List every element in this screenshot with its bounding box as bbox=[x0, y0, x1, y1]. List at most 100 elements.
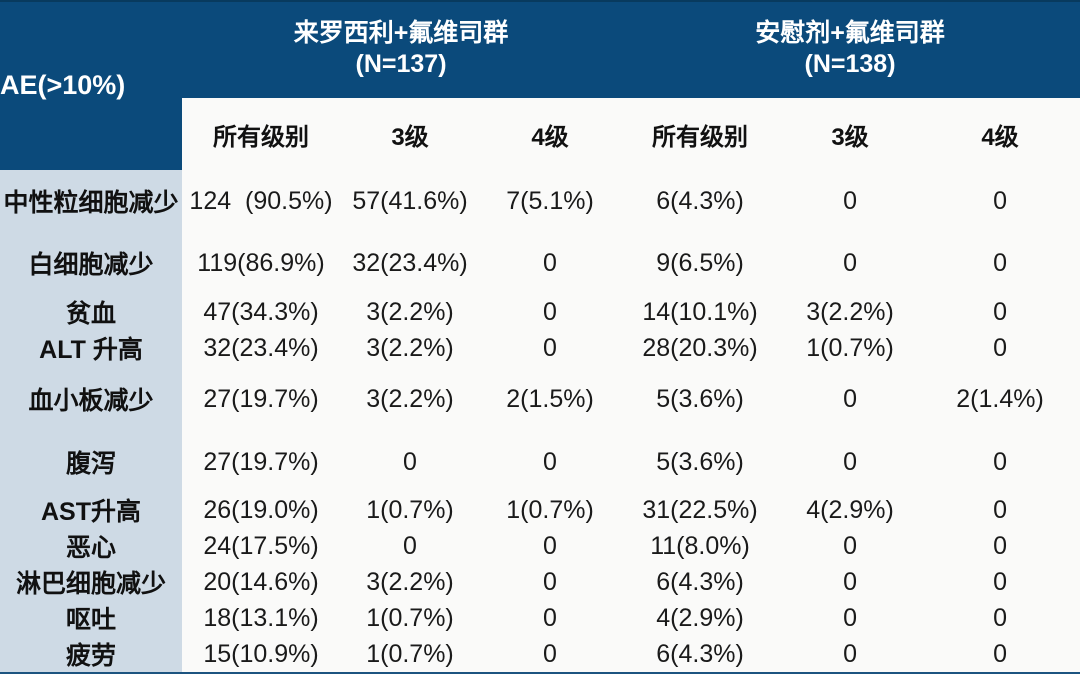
value-cell: 32(23.4%) bbox=[182, 330, 340, 366]
value-cell: 6(4.3%) bbox=[620, 170, 781, 232]
sub-header-cell: 4级 bbox=[920, 98, 1080, 170]
value-cell: 0 bbox=[480, 564, 621, 600]
value-cell: 3(2.2%) bbox=[340, 294, 480, 330]
value-cell: 0 bbox=[780, 600, 921, 636]
value-cell: 0 bbox=[920, 432, 1080, 492]
value-cell: 0 bbox=[920, 600, 1080, 636]
sub-header-cell: 4级 bbox=[480, 98, 621, 170]
row-label: 贫血 bbox=[0, 294, 182, 330]
table-row: 中性粒细胞减少 124 (90.5%) 57(41.6%) 7(5.1%) 6(… bbox=[0, 170, 1080, 232]
row-label: AST升高 bbox=[0, 492, 182, 528]
sub-header-row: 所有级别 3级 4级 所有级别 3级 4级 bbox=[0, 98, 1080, 170]
value-cell: 20(14.6%) bbox=[182, 564, 340, 600]
value-cell: 0 bbox=[920, 528, 1080, 564]
value-cell: 3(2.2%) bbox=[340, 564, 480, 600]
value-cell: 0 bbox=[480, 528, 621, 564]
value-cell: 0 bbox=[480, 330, 621, 366]
sub-header-cell: 3级 bbox=[340, 98, 480, 170]
value-cell: 0 bbox=[780, 366, 921, 432]
value-cell: 6(4.3%) bbox=[620, 564, 781, 600]
group-header-lerociclib: 来罗西利+氟维司群 (N=137) bbox=[182, 0, 621, 98]
value-cell: 3(2.2%) bbox=[340, 330, 480, 366]
row-label: 疲劳 bbox=[0, 636, 182, 672]
bottom-divider-line bbox=[0, 672, 1080, 674]
row-label: ALT 升高 bbox=[0, 330, 182, 366]
value-cell: 0 bbox=[920, 492, 1080, 528]
value-cell: 4(2.9%) bbox=[620, 600, 781, 636]
row-label: 淋巴细胞减少 bbox=[0, 564, 182, 600]
table-row: 呕吐 18(13.1%) 1(0.7%) 0 4(2.9%) 0 0 bbox=[0, 600, 1080, 636]
table-row: 恶心 24(17.5%) 0 0 11(8.0%) 0 0 bbox=[0, 528, 1080, 564]
value-cell: 27(19.7%) bbox=[182, 366, 340, 432]
table-row: 血小板减少 27(19.7%) 3(2.2%) 2(1.5%) 5(3.6%) … bbox=[0, 366, 1080, 432]
group-header-placebo: 安慰剂+氟维司群 (N=138) bbox=[620, 0, 1080, 98]
value-cell: 0 bbox=[920, 170, 1080, 232]
value-cell: 31(22.5%) bbox=[620, 492, 781, 528]
value-cell: 0 bbox=[340, 528, 480, 564]
value-cell: 7(5.1%) bbox=[480, 170, 621, 232]
value-cell: 9(6.5%) bbox=[620, 232, 781, 294]
top-edge-line bbox=[0, 0, 1080, 2]
table-row: AST升高 26(19.0%) 1(0.7%) 1(0.7%) 31(22.5%… bbox=[0, 492, 1080, 528]
value-cell: 2(1.4%) bbox=[920, 366, 1080, 432]
value-cell: 18(13.1%) bbox=[182, 600, 340, 636]
table-row: 疲劳 15(10.9%) 1(0.7%) 0 6(4.3%) 0 0 bbox=[0, 636, 1080, 672]
value-cell: 57(41.6%) bbox=[340, 170, 480, 232]
corner-header-cell: AE(>10%) bbox=[0, 0, 182, 170]
row-label: 血小板减少 bbox=[0, 366, 182, 432]
value-cell: 15(10.9%) bbox=[182, 636, 340, 672]
value-cell: 32(23.4%) bbox=[340, 232, 480, 294]
value-cell: 0 bbox=[480, 294, 621, 330]
value-cell: 5(3.6%) bbox=[620, 366, 781, 432]
value-cell: 119(86.9%) bbox=[182, 232, 340, 294]
value-cell: 4(2.9%) bbox=[780, 492, 921, 528]
value-cell: 0 bbox=[920, 232, 1080, 294]
table-row: 腹泻 27(19.7%) 0 0 5(3.6%) 0 0 bbox=[0, 432, 1080, 492]
value-cell: 0 bbox=[780, 636, 921, 672]
row-label: 恶心 bbox=[0, 528, 182, 564]
value-cell: 14(10.1%) bbox=[620, 294, 781, 330]
group-name: 安慰剂+氟维司群 bbox=[755, 19, 945, 47]
value-cell: 24(17.5%) bbox=[182, 528, 340, 564]
value-cell: 124 (90.5%) bbox=[182, 170, 340, 232]
value-cell: 5(3.6%) bbox=[620, 432, 781, 492]
group-n: (N=137) bbox=[355, 50, 447, 78]
value-cell: 1(0.7%) bbox=[780, 330, 921, 366]
value-cell: 1(0.7%) bbox=[340, 636, 480, 672]
value-cell: 0 bbox=[480, 232, 621, 294]
row-label: 中性粒细胞减少 bbox=[0, 170, 182, 232]
value-cell: 0 bbox=[920, 564, 1080, 600]
value-cell: 1(0.7%) bbox=[340, 600, 480, 636]
table-title: AE(>10%) bbox=[0, 69, 126, 100]
value-cell: 0 bbox=[780, 432, 921, 492]
value-cell: 11(8.0%) bbox=[620, 528, 781, 564]
value-cell: 2(1.5%) bbox=[480, 366, 621, 432]
group-header-row: AE(>10%) 来罗西利+氟维司群 (N=137) 安慰剂+氟维司群 (N=1… bbox=[0, 0, 1080, 170]
value-cell: 27(19.7%) bbox=[182, 432, 340, 492]
sub-header-cell: 3级 bbox=[780, 98, 921, 170]
row-label: 呕吐 bbox=[0, 600, 182, 636]
table-row: 贫血 47(34.3%) 3(2.2%) 0 14(10.1%) 3(2.2%)… bbox=[0, 294, 1080, 330]
group-name: 来罗西利+氟维司群 bbox=[293, 19, 509, 47]
sub-header-cell: 所有级别 bbox=[182, 98, 340, 170]
table-row: ALT 升高 32(23.4%) 3(2.2%) 0 28(20.3%) 1(0… bbox=[0, 330, 1080, 366]
row-label: 白细胞减少 bbox=[0, 232, 182, 294]
value-cell: 0 bbox=[920, 294, 1080, 330]
value-cell: 0 bbox=[780, 564, 921, 600]
value-cell: 0 bbox=[780, 528, 921, 564]
value-cell: 47(34.3%) bbox=[182, 294, 340, 330]
value-cell: 3(2.2%) bbox=[780, 294, 921, 330]
value-cell: 0 bbox=[480, 600, 621, 636]
table-row: 白细胞减少 119(86.9%) 32(23.4%) 0 9(6.5%) 0 0 bbox=[0, 232, 1080, 294]
value-cell: 0 bbox=[480, 432, 621, 492]
table-row: 淋巴细胞减少 20(14.6%) 3(2.2%) 0 6(4.3%) 0 0 bbox=[0, 564, 1080, 600]
value-cell: 1(0.7%) bbox=[480, 492, 621, 528]
value-cell: 3(2.2%) bbox=[340, 366, 480, 432]
row-label: 腹泻 bbox=[0, 432, 182, 492]
value-cell: 28(20.3%) bbox=[620, 330, 781, 366]
sub-header-cell: 所有级别 bbox=[620, 98, 781, 170]
value-cell: 0 bbox=[480, 636, 621, 672]
value-cell: 26(19.0%) bbox=[182, 492, 340, 528]
